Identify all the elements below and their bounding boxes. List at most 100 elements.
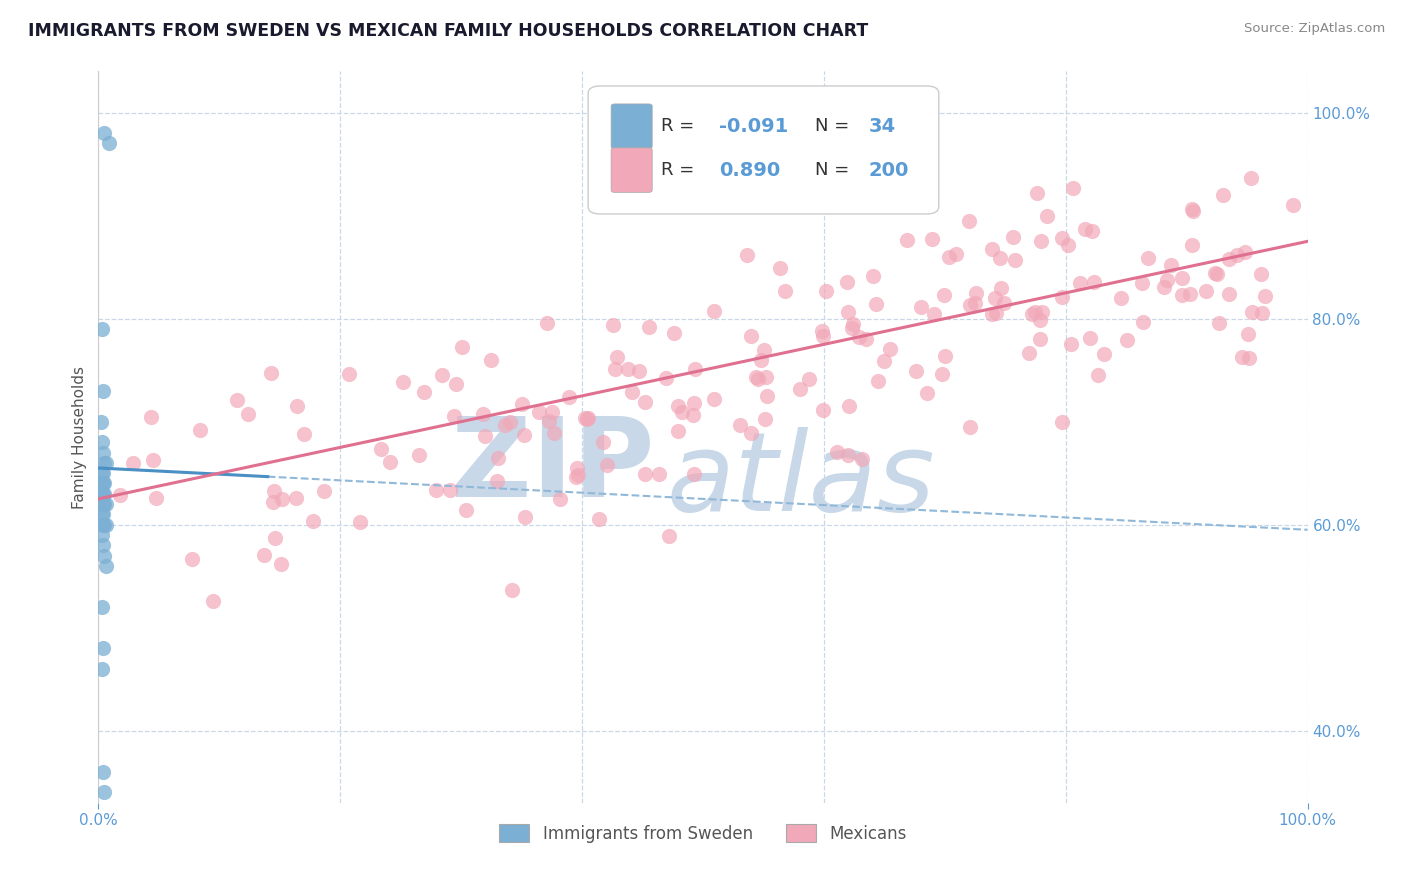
Point <box>557 391 579 405</box>
Point <box>262 495 284 509</box>
Point <box>965 286 987 301</box>
Point <box>370 442 392 457</box>
Text: ZIP: ZIP <box>451 413 655 520</box>
Point <box>1069 277 1091 291</box>
Point <box>98 136 121 151</box>
Text: -0.091: -0.091 <box>718 117 787 136</box>
Point <box>91 476 114 491</box>
Point <box>616 362 638 376</box>
Point <box>1233 244 1256 259</box>
Point <box>879 342 901 356</box>
Point <box>1240 170 1263 185</box>
Point <box>94 497 117 511</box>
Point <box>1050 231 1073 245</box>
Point <box>896 233 918 247</box>
Point <box>1130 277 1153 291</box>
Point <box>1240 305 1263 319</box>
Point <box>454 502 477 516</box>
Point <box>875 192 897 206</box>
Point <box>837 304 859 318</box>
Point <box>683 467 706 482</box>
Point <box>986 306 1008 320</box>
Point <box>1036 209 1059 223</box>
Point <box>703 303 725 318</box>
Point <box>236 407 259 421</box>
Point <box>873 353 896 368</box>
Point <box>91 322 114 336</box>
Point <box>628 363 651 377</box>
Point <box>501 583 523 598</box>
Text: N =: N = <box>815 161 855 179</box>
Point <box>1001 229 1024 244</box>
Point <box>866 374 889 388</box>
Point <box>848 330 870 344</box>
Point <box>740 426 762 441</box>
Point <box>1060 337 1083 351</box>
Point <box>1081 224 1104 238</box>
Point <box>567 467 589 482</box>
Point <box>1181 202 1204 216</box>
Point <box>471 407 494 421</box>
Point <box>1171 271 1194 285</box>
Point <box>773 284 796 298</box>
Point <box>959 420 981 434</box>
Point <box>94 558 117 573</box>
Point <box>1026 186 1049 201</box>
Point <box>567 461 589 475</box>
Point <box>769 260 792 275</box>
Point <box>1031 305 1053 319</box>
Point <box>543 425 565 440</box>
Point <box>392 376 415 390</box>
Point <box>226 392 249 407</box>
Point <box>1024 305 1046 319</box>
Point <box>510 396 533 410</box>
Point <box>811 328 834 343</box>
Point <box>527 404 550 418</box>
Point <box>91 764 114 779</box>
Point <box>1050 290 1073 304</box>
Point <box>94 456 117 470</box>
Point <box>748 194 770 209</box>
Point <box>980 242 1002 256</box>
Point <box>685 362 707 376</box>
Point <box>93 476 115 491</box>
Point <box>666 424 689 438</box>
Point <box>93 456 115 470</box>
Point <box>444 377 467 392</box>
Point <box>430 368 453 382</box>
Point <box>1218 287 1240 301</box>
Point <box>91 466 114 480</box>
Point <box>263 483 285 498</box>
Text: atlas: atlas <box>666 427 935 534</box>
Point <box>862 268 884 283</box>
Point <box>588 512 610 526</box>
Point <box>91 445 114 459</box>
Text: R =: R = <box>661 161 700 179</box>
Point <box>145 491 167 505</box>
Text: N =: N = <box>815 117 855 136</box>
Point <box>1181 238 1204 252</box>
Point <box>602 318 624 332</box>
Point <box>513 510 536 524</box>
Point <box>654 371 676 385</box>
Point <box>658 528 681 542</box>
Point <box>931 368 953 382</box>
Point <box>574 410 596 425</box>
Point <box>910 300 932 314</box>
Point <box>93 549 115 563</box>
Point <box>93 517 115 532</box>
Point <box>1018 346 1040 360</box>
Point <box>683 396 706 410</box>
Point <box>990 281 1012 295</box>
Point <box>789 382 811 396</box>
Point <box>1078 330 1101 344</box>
Point <box>703 392 725 406</box>
Point <box>842 317 865 331</box>
FancyBboxPatch shape <box>588 86 939 214</box>
Point <box>499 415 522 429</box>
Point <box>981 307 1004 321</box>
Point <box>425 483 447 497</box>
Text: 200: 200 <box>869 161 910 179</box>
Point <box>91 435 114 450</box>
Point <box>1251 306 1274 320</box>
